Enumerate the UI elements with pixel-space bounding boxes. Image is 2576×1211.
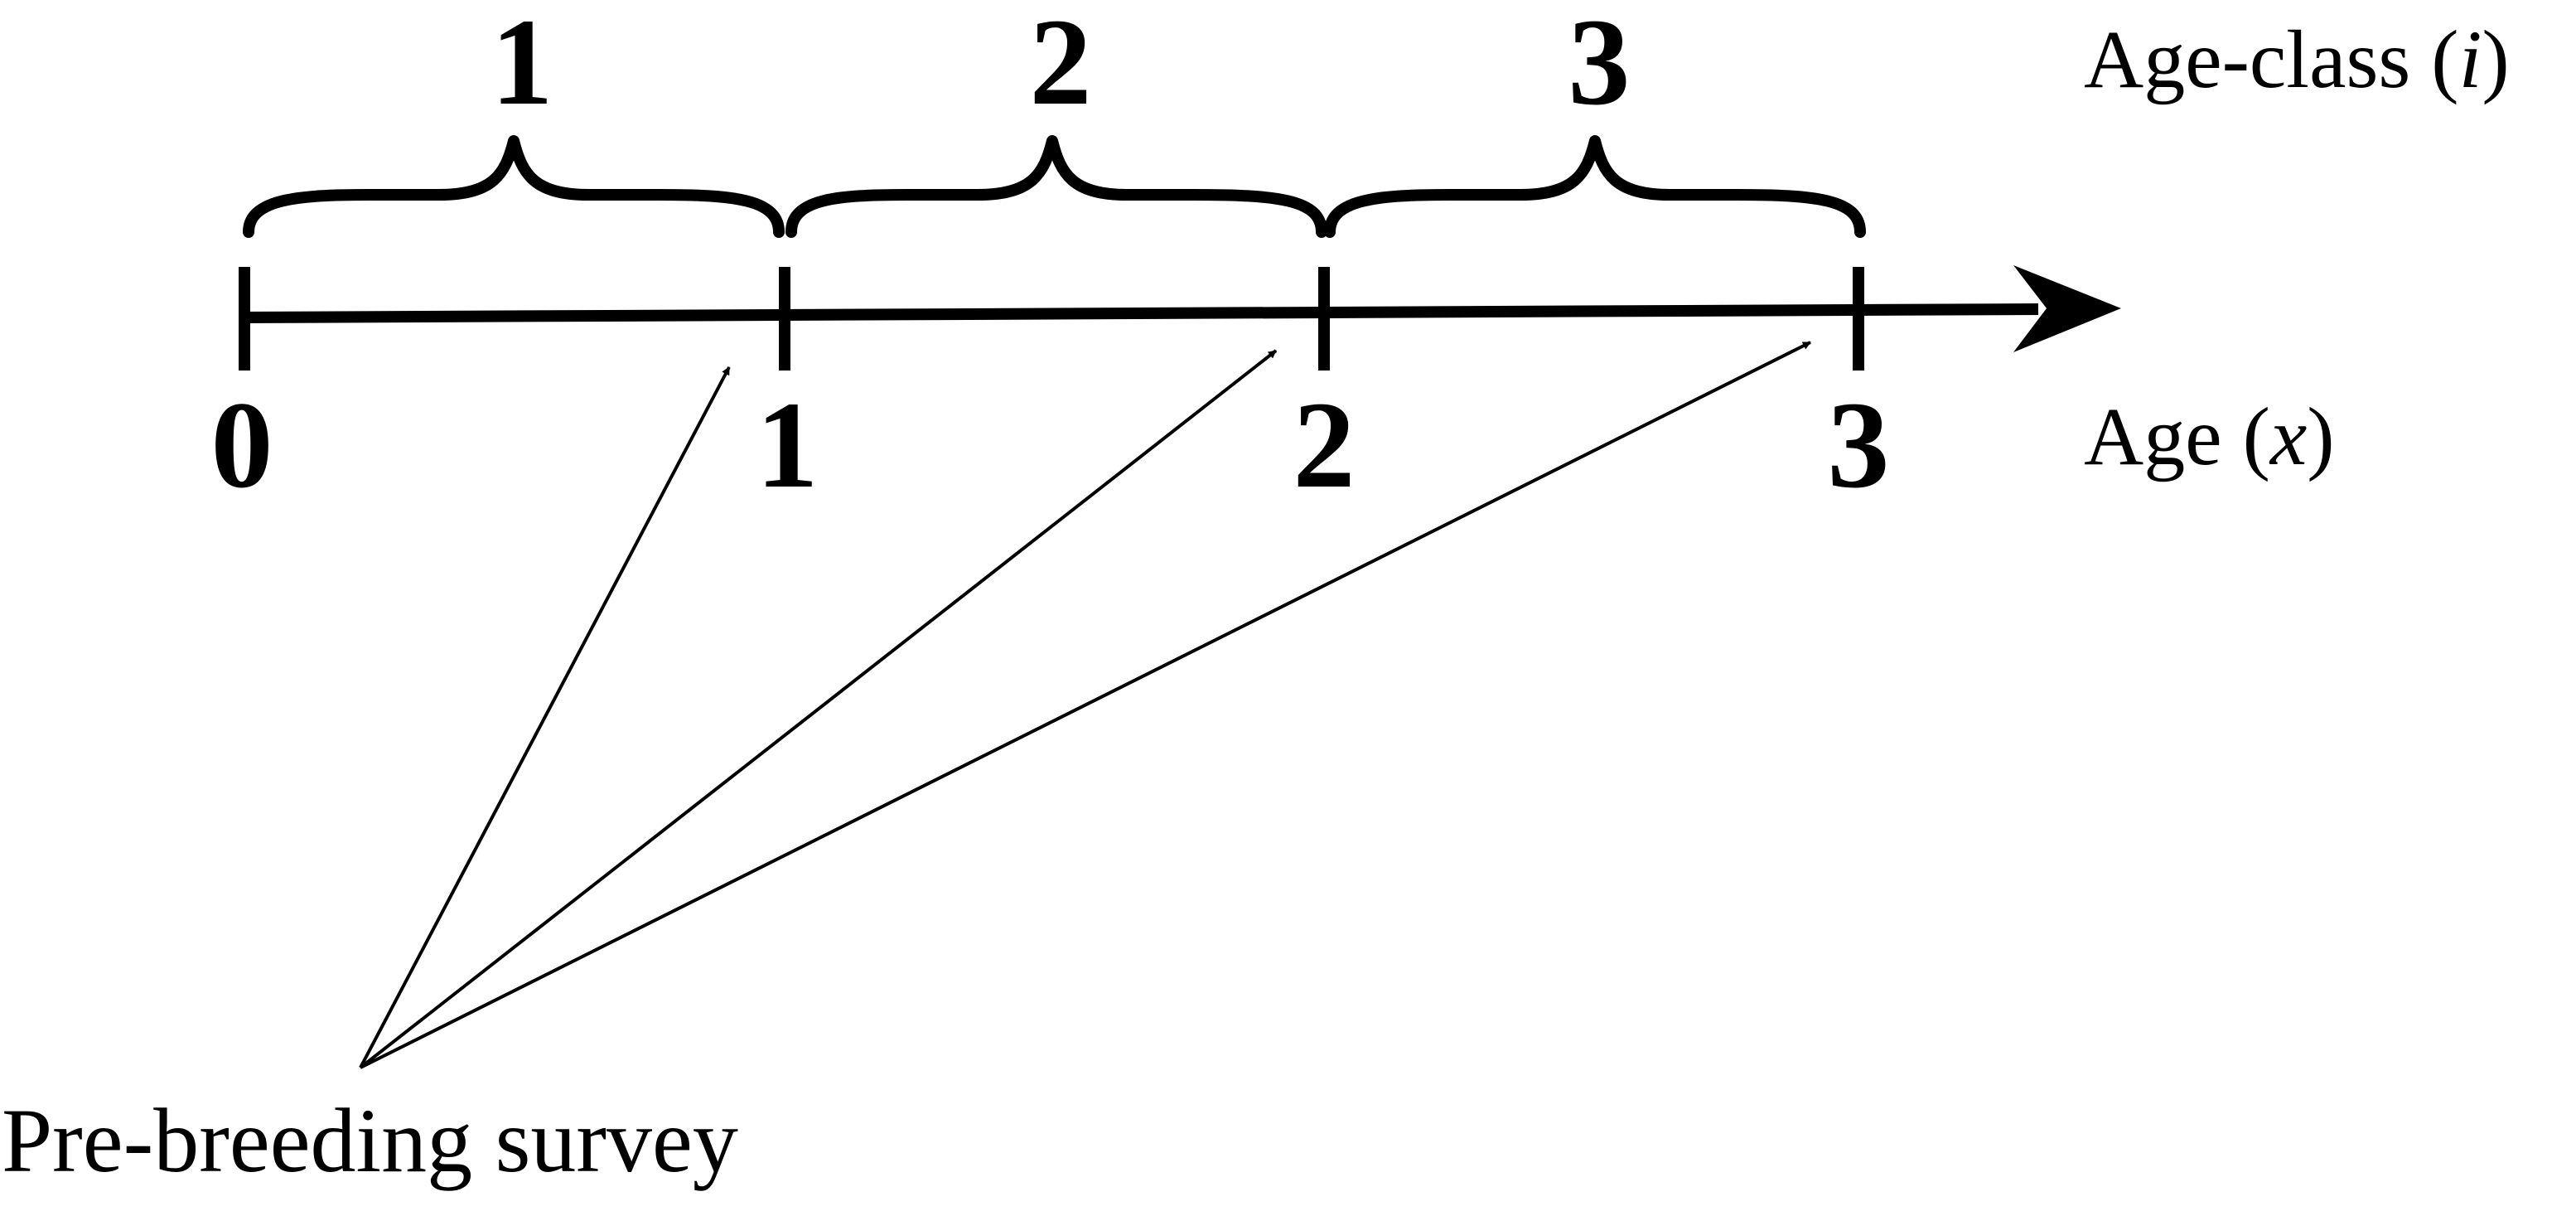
age-tick-label-1: 1 <box>756 376 819 514</box>
age-axis-line <box>240 309 2038 317</box>
age-title-prefix: Age ( <box>2084 390 2270 482</box>
age-tick-labels: 0 1 2 3 <box>211 376 1890 514</box>
age-axis <box>240 267 2038 371</box>
survey-arrow-to-2 <box>360 351 1276 1068</box>
brace-age-class-1 <box>249 141 779 232</box>
age-title-suffix: ) <box>2307 390 2334 482</box>
survey-label: Pre-breeding survey <box>2 1090 738 1191</box>
age-title-variable: x <box>2269 390 2307 482</box>
age-class-title: Age-class (i) <box>2084 13 2510 105</box>
age-class-title-prefix: Age-class ( <box>2084 13 2459 105</box>
age-class-label-3: 3 <box>1568 0 1631 131</box>
brace-age-class-2 <box>791 141 1322 232</box>
age-tick-label-3: 3 <box>1828 376 1890 514</box>
age-class-title-variable: i <box>2459 13 2482 105</box>
age-title: Age (x) <box>2084 390 2335 482</box>
brace-age-class-3 <box>1330 141 1860 232</box>
age-class-label-1: 1 <box>491 0 553 131</box>
survey-arrows <box>360 342 1810 1068</box>
age-class-labels: 1 2 3 <box>491 0 1631 131</box>
survey-arrow-to-1 <box>360 367 729 1068</box>
age-tick-label-0: 0 <box>211 376 273 514</box>
age-tick-label-2: 2 <box>1293 376 1356 514</box>
age-class-braces <box>249 141 1860 232</box>
survey-arrow-to-3 <box>360 342 1810 1068</box>
age-class-title-suffix: ) <box>2482 13 2509 105</box>
age-class-label-2: 2 <box>1030 0 1092 131</box>
